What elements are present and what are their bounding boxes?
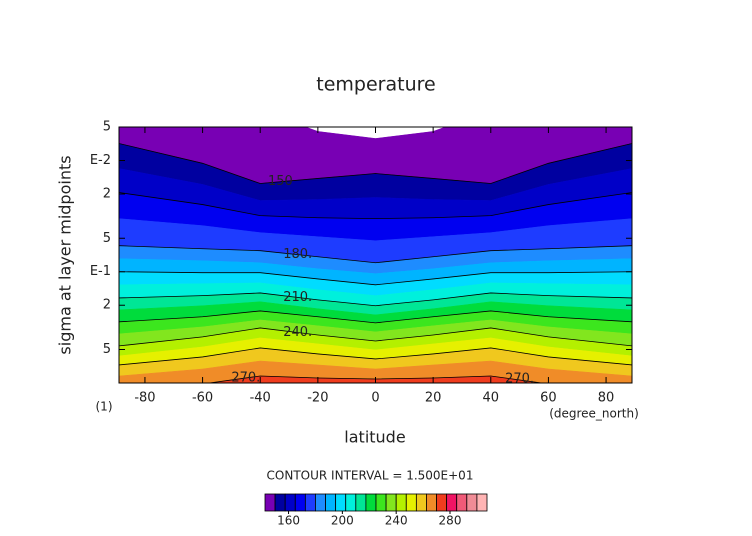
colorbar-box [304, 493, 316, 512]
colorbar-box [395, 493, 407, 512]
x-axis-label: latitude [344, 428, 405, 447]
y-axis-unit: (1) [96, 400, 113, 414]
contour-line [119, 327, 632, 347]
contour-label: 210. [283, 290, 312, 305]
colorbar-box [405, 493, 417, 512]
x-tick-label: 60 [540, 391, 557, 406]
colorbar-box [284, 493, 296, 512]
contour-lines [119, 143, 632, 383]
colorbar-box [436, 493, 448, 512]
colorbar-box [476, 493, 488, 512]
x-tick-label: -20 [307, 391, 328, 406]
contour-label: 270. [505, 372, 534, 387]
contour-label: 270. [231, 370, 260, 385]
colorbar-box [375, 493, 387, 512]
contour-line [119, 292, 632, 307]
x-tick-label: -40 [250, 391, 271, 406]
x-tick-label: -80 [134, 391, 155, 406]
contour-label: 180. [283, 247, 312, 262]
y-tick-label: 5 [103, 342, 111, 357]
contour-interval-note: CONTOUR INTERVAL = 1.500E+01 [267, 469, 474, 483]
x-tick-label: 20 [425, 391, 442, 406]
contour-line [119, 347, 632, 366]
colorbar-box [456, 493, 468, 512]
x-tick-label: 80 [598, 391, 615, 406]
x-axis-unit: (degree_north) [549, 407, 639, 421]
contour-label: 240. [283, 325, 312, 340]
contour-label: 150 [268, 174, 293, 189]
contour-line [119, 192, 632, 220]
colorbar-box [315, 493, 326, 512]
y-tick-label: 2 [103, 298, 111, 313]
colorbar-box [415, 493, 427, 512]
chart-title: temperature [316, 74, 435, 96]
y-tick-label: 5 [103, 120, 111, 135]
y-tick-label: E-2 [90, 153, 111, 168]
colorbar-box [355, 493, 367, 512]
contour-line [119, 310, 632, 324]
contour-line [119, 245, 632, 264]
y-tick-label: E-1 [90, 264, 111, 279]
colorbar: 160 200 240 280 [264, 493, 488, 528]
y-tick-label: 2 [103, 186, 111, 201]
colorbar-box [466, 493, 478, 512]
colorbar-box [325, 493, 337, 512]
x-tick-label: 0 [371, 391, 379, 406]
x-tick-label: -60 [192, 391, 213, 406]
contour-line [119, 271, 632, 286]
y-axis-label: sigma at layer midpoints [56, 155, 75, 354]
colorbar-tick-label: 240 [385, 514, 408, 528]
contour-line [119, 143, 632, 184]
colorbar-tick-label: 200 [331, 514, 354, 528]
colorbar-box [335, 493, 347, 512]
colorbar-tick-label: 160 [277, 514, 300, 528]
colorbar-box [274, 493, 286, 512]
colorbar-box [345, 493, 357, 512]
colorbar-box [264, 493, 276, 512]
colorbar-box [426, 493, 437, 512]
colorbar-box [385, 493, 397, 512]
colorbar-tick-label: 280 [439, 514, 462, 528]
axes: -80 -60 -40 -20 0 20 40 60 80 5 E-2 2 5 E-1 2 5 [90, 120, 633, 406]
colorbar-box [294, 493, 306, 512]
x-tick-label: 40 [483, 391, 500, 406]
colorbar-box [446, 493, 458, 512]
colorbar-box [365, 493, 377, 512]
contour-fills [119, 127, 632, 383]
y-tick-label: 5 [103, 231, 111, 246]
